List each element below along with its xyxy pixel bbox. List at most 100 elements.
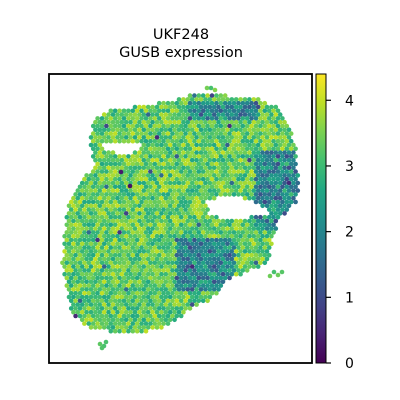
spot bbox=[196, 154, 202, 159]
spot bbox=[227, 131, 232, 136]
spot bbox=[163, 150, 169, 155]
spot bbox=[121, 321, 127, 326]
spot bbox=[156, 268, 162, 273]
spot bbox=[247, 157, 252, 163]
spot bbox=[205, 245, 210, 250]
spot bbox=[132, 119, 138, 125]
spot bbox=[161, 116, 166, 121]
spot bbox=[244, 138, 250, 144]
spot bbox=[198, 279, 204, 285]
spot bbox=[185, 287, 191, 292]
spot bbox=[293, 192, 298, 197]
spot bbox=[222, 176, 228, 182]
spot bbox=[238, 150, 243, 155]
spot bbox=[137, 188, 142, 193]
spot bbox=[145, 294, 151, 300]
spot bbox=[156, 245, 162, 250]
spot bbox=[225, 112, 230, 117]
spot bbox=[194, 287, 199, 292]
spot bbox=[101, 112, 107, 117]
spot bbox=[249, 116, 254, 121]
spot bbox=[242, 241, 248, 247]
spot bbox=[137, 241, 142, 247]
spot bbox=[176, 211, 182, 216]
spot bbox=[145, 203, 151, 209]
spot bbox=[220, 264, 226, 269]
spot bbox=[174, 100, 180, 106]
spot bbox=[139, 275, 144, 281]
spot bbox=[159, 127, 164, 133]
spot bbox=[240, 268, 246, 273]
spot bbox=[181, 264, 186, 269]
spot bbox=[119, 241, 125, 247]
spot bbox=[251, 173, 257, 178]
spot bbox=[231, 184, 237, 190]
spot bbox=[205, 260, 210, 266]
spot bbox=[119, 119, 125, 125]
spot bbox=[194, 180, 199, 186]
spot bbox=[115, 195, 120, 201]
spot bbox=[181, 287, 186, 292]
spot bbox=[137, 180, 142, 186]
spot bbox=[244, 184, 250, 190]
spot bbox=[174, 199, 180, 205]
spot bbox=[152, 252, 158, 258]
spot bbox=[150, 271, 155, 277]
spot bbox=[112, 116, 118, 121]
spot bbox=[176, 165, 182, 171]
spot bbox=[205, 268, 210, 273]
spot bbox=[106, 325, 111, 330]
spot bbox=[253, 192, 259, 197]
spot bbox=[198, 104, 204, 110]
spot bbox=[77, 283, 83, 288]
spot bbox=[73, 298, 78, 304]
spot bbox=[110, 256, 116, 262]
spot bbox=[82, 245, 87, 250]
spot bbox=[192, 230, 197, 235]
spot bbox=[249, 146, 254, 152]
spot bbox=[106, 279, 111, 285]
spot bbox=[77, 252, 83, 258]
spot bbox=[194, 279, 199, 285]
spot bbox=[68, 298, 74, 304]
spot bbox=[117, 199, 122, 205]
spot bbox=[273, 195, 279, 201]
spot bbox=[251, 112, 257, 117]
spot bbox=[209, 93, 215, 98]
spot bbox=[242, 256, 248, 262]
spot bbox=[128, 203, 133, 209]
spot bbox=[172, 135, 177, 140]
spot bbox=[189, 157, 195, 163]
spot bbox=[108, 169, 114, 174]
spot bbox=[269, 112, 274, 117]
spot bbox=[95, 245, 100, 250]
spot bbox=[220, 165, 226, 171]
spot bbox=[127, 183, 133, 189]
spot bbox=[121, 313, 127, 319]
spot bbox=[110, 241, 116, 247]
spot bbox=[152, 161, 158, 167]
spot bbox=[145, 119, 151, 125]
spot bbox=[181, 226, 186, 231]
spot bbox=[205, 290, 210, 296]
spot bbox=[236, 100, 241, 106]
spot bbox=[130, 313, 136, 319]
spot bbox=[104, 321, 109, 326]
spot bbox=[185, 302, 191, 307]
spot bbox=[93, 135, 98, 140]
spot bbox=[209, 290, 215, 296]
spot bbox=[227, 184, 232, 190]
spot bbox=[112, 252, 118, 258]
spot bbox=[203, 150, 208, 155]
spot bbox=[247, 97, 252, 102]
spot bbox=[150, 233, 155, 239]
spot bbox=[266, 230, 272, 235]
spot bbox=[253, 123, 259, 129]
spot bbox=[117, 298, 122, 304]
spot bbox=[216, 241, 221, 247]
spot bbox=[187, 290, 193, 296]
spot bbox=[211, 233, 217, 239]
spot bbox=[71, 294, 76, 300]
spot bbox=[143, 328, 149, 334]
spot bbox=[108, 237, 114, 243]
